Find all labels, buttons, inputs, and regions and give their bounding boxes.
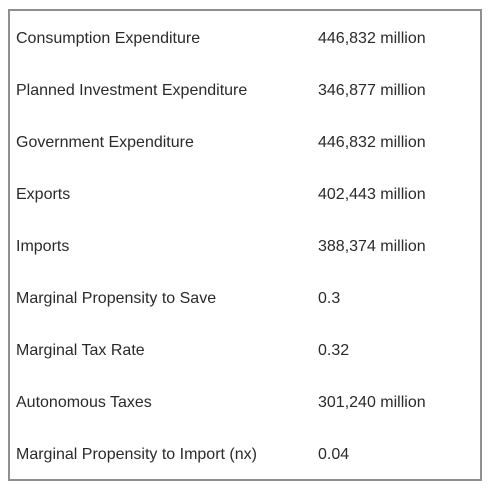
- row-label: Marginal Tax Rate: [16, 342, 145, 359]
- row-label: Planned Investment Expenditure: [16, 82, 248, 99]
- row-label: Autonomous Taxes: [16, 394, 152, 411]
- table-row: Imports 388,374 million: [10, 221, 480, 273]
- row-value: 388,374 million: [318, 238, 426, 255]
- table-row: Exports 402,443 million: [10, 169, 480, 221]
- row-value: 446,832 million: [318, 134, 426, 151]
- row-label: Marginal Propensity to Import (nx): [16, 446, 257, 463]
- row-value: 0.04: [318, 446, 350, 463]
- data-table: Consumption Expenditure 446,832 million …: [8, 9, 482, 481]
- row-value: 301,240 million: [318, 394, 426, 411]
- row-label: Consumption Expenditure: [16, 30, 201, 47]
- table-row: Marginal Propensity to Save 0.3: [10, 273, 480, 325]
- table-row: Autonomous Taxes 301,240 million: [10, 377, 480, 429]
- table-row: Consumption Expenditure 446,832 million: [10, 13, 480, 65]
- row-label: Exports: [16, 186, 71, 203]
- row-label: Government Expenditure: [16, 134, 194, 151]
- row-label: Imports: [16, 238, 70, 255]
- table-row: Marginal Tax Rate 0.32: [10, 325, 480, 377]
- row-value: 402,443 million: [318, 186, 426, 203]
- table-row: Marginal Propensity to Import (nx) 0.04: [10, 429, 480, 481]
- row-value: 446,832 million: [318, 30, 426, 47]
- table-row: Government Expenditure 446,832 million: [10, 117, 480, 169]
- row-value: 0.32: [318, 342, 350, 359]
- row-value: 0.3: [318, 290, 341, 307]
- row-label: Marginal Propensity to Save: [16, 290, 217, 307]
- row-value: 346,877 million: [318, 82, 426, 99]
- table-row: Planned Investment Expenditure 346,877 m…: [10, 65, 480, 117]
